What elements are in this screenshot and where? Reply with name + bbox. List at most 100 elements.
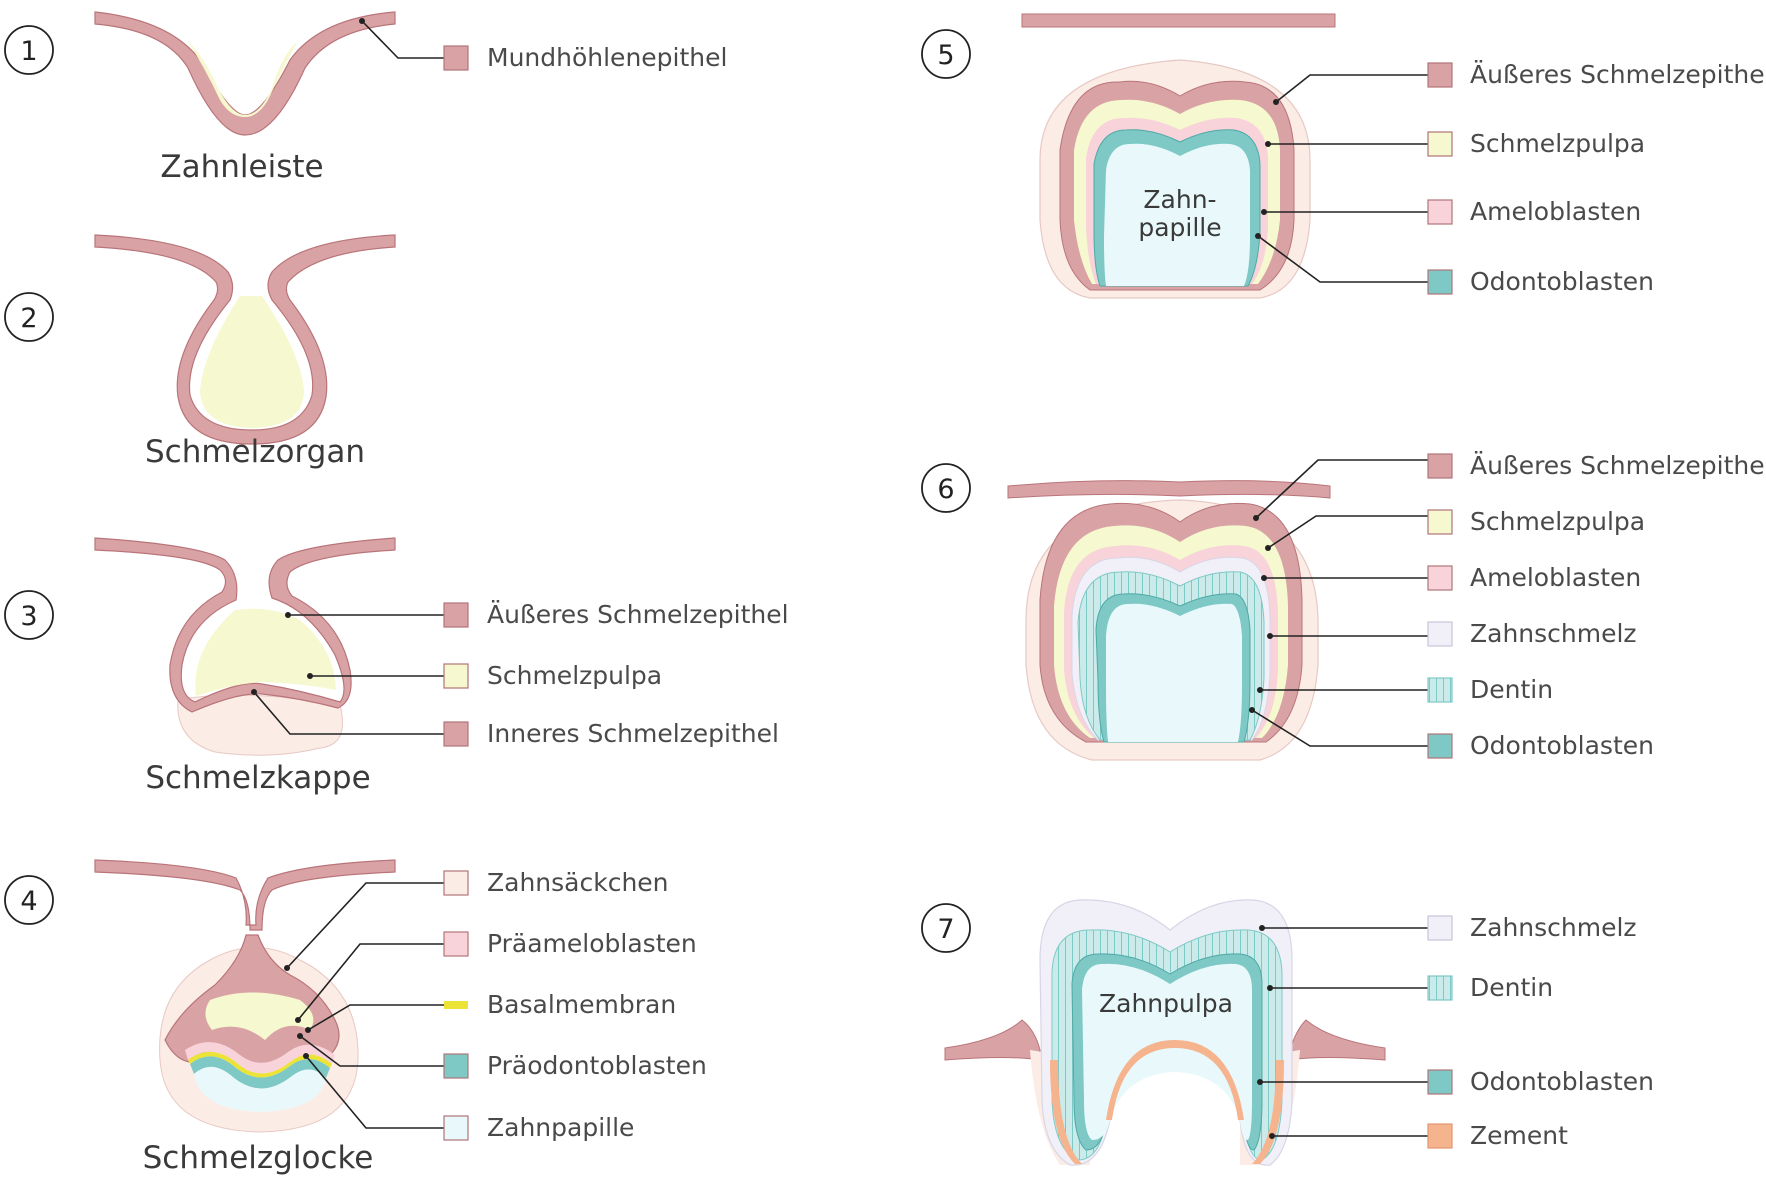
leader-dot bbox=[251, 689, 257, 695]
leader-dot bbox=[1261, 209, 1267, 215]
stage-title: Zahnleiste bbox=[160, 149, 323, 185]
enamel-organ-drawing bbox=[94, 234, 396, 445]
crown-stage-6-drawing bbox=[1007, 480, 1331, 761]
leader-line bbox=[305, 1055, 444, 1129]
erupted-tooth-drawing bbox=[944, 899, 1386, 1166]
leader-line bbox=[1255, 459, 1428, 519]
legend-label: Schmelzpulpa bbox=[1470, 129, 1645, 158]
stage-2: 2 Schmelzorgan bbox=[4, 234, 396, 470]
legend-swatch bbox=[443, 1115, 469, 1141]
leader-dot bbox=[1257, 687, 1263, 693]
legend-swatch bbox=[1427, 975, 1453, 1001]
stage-7: 7 Zahnpulpa Zahnschmelz Dentin Odontobla… bbox=[921, 899, 1654, 1166]
legend-swatch bbox=[443, 663, 469, 689]
enamel-bell-drawing bbox=[94, 859, 396, 1133]
stage-number: 7 bbox=[937, 914, 954, 945]
stage-1: 1 Mundhöhlenepithel Zahnleiste bbox=[4, 11, 727, 185]
leader-dot bbox=[303, 1053, 309, 1059]
legend-swatch bbox=[1427, 915, 1453, 941]
leader-dot bbox=[1253, 515, 1259, 521]
stage-5: 5 Zahn- papille Äußeres Schmelzepithel S… bbox=[921, 13, 1766, 299]
legend-swatch bbox=[1427, 269, 1453, 295]
legend-label: Dentin bbox=[1470, 675, 1553, 704]
stage-number-circle bbox=[4, 875, 54, 925]
stage-3: 3 Äußeres Schmelzepithel Schmelzpulpa In… bbox=[4, 537, 789, 796]
leader-dot bbox=[1265, 545, 1271, 551]
leader-line bbox=[307, 1004, 444, 1031]
leader-line bbox=[361, 20, 444, 59]
inner-label: Zahnpulpa bbox=[1099, 989, 1233, 1018]
leader-dot bbox=[1273, 99, 1279, 105]
leader-dot bbox=[307, 673, 313, 679]
legend-label: Zahnsäckchen bbox=[487, 868, 669, 897]
leader-line bbox=[299, 1035, 444, 1067]
leader-dot bbox=[295, 1017, 301, 1023]
legend-label: Präodontoblasten bbox=[487, 1051, 707, 1080]
legend-label: Äußeres Schmelzepithel bbox=[487, 600, 789, 629]
leader-dot bbox=[1249, 707, 1255, 713]
stage-number: 5 bbox=[937, 40, 954, 71]
legend-swatch bbox=[1427, 62, 1453, 88]
enamel-cap-drawing bbox=[94, 537, 396, 756]
stage-6: 6 Äußeres Schmelzepithel Schmelzpulpa Am bbox=[921, 451, 1766, 761]
dental-lamina-drawing bbox=[94, 11, 396, 136]
legend-label: Odontoblasten bbox=[1470, 731, 1654, 760]
leader-dot bbox=[1269, 1133, 1275, 1139]
leader-line bbox=[1257, 235, 1428, 283]
legend-label: Zement bbox=[1470, 1121, 1568, 1150]
leader-line bbox=[1275, 74, 1428, 103]
legend-label: Ameloblasten bbox=[1470, 197, 1641, 226]
leader-dot bbox=[305, 1027, 311, 1033]
legend-label: Inneres Schmelzepithel bbox=[487, 719, 779, 748]
leader-dot bbox=[1267, 633, 1273, 639]
stage-number-circle bbox=[4, 292, 54, 342]
stage-number-circle bbox=[4, 590, 54, 640]
legend-swatch bbox=[444, 1001, 468, 1009]
leader-dot bbox=[1267, 985, 1273, 991]
stage-title: Schmelzorgan bbox=[145, 434, 365, 470]
legend-swatch bbox=[443, 870, 469, 896]
leader-dot bbox=[1261, 575, 1267, 581]
legend-label: Ameloblasten bbox=[1470, 563, 1641, 592]
legend-label: Odontoblasten bbox=[1470, 267, 1654, 296]
legend-label: Zahnpapille bbox=[487, 1113, 634, 1142]
legend-label: Präameloblasten bbox=[487, 929, 697, 958]
stage-title: Schmelzglocke bbox=[143, 1140, 374, 1176]
legend-swatch bbox=[443, 1053, 469, 1079]
leader-line bbox=[286, 882, 444, 969]
legend-label: Basalmembran bbox=[487, 990, 676, 1019]
inner-label: Zahn- bbox=[1143, 185, 1216, 214]
leader-line bbox=[1267, 515, 1428, 549]
legend-label: Odontoblasten bbox=[1470, 1067, 1654, 1096]
leader-dot bbox=[1265, 141, 1271, 147]
legend-label: Äußeres Schmelzepithel bbox=[1470, 60, 1766, 89]
legend-swatch bbox=[1427, 509, 1453, 535]
leader-dot bbox=[1255, 233, 1261, 239]
stage-number: 2 bbox=[20, 303, 37, 334]
legend-swatch bbox=[1427, 131, 1453, 157]
inner-label: papille bbox=[1138, 213, 1221, 242]
legend-swatch bbox=[1427, 453, 1453, 479]
stage-title: Schmelzkappe bbox=[145, 760, 370, 796]
stage-number-circle bbox=[921, 463, 971, 513]
legend-label: Mundhöhlenepithel bbox=[487, 43, 727, 72]
leader-dot bbox=[359, 18, 365, 24]
legend-swatch bbox=[1427, 1123, 1453, 1149]
legend-swatch bbox=[443, 931, 469, 957]
stage-number: 4 bbox=[20, 886, 37, 917]
crown-stage-5-drawing bbox=[1021, 13, 1336, 299]
legend-label: Äußeres Schmelzepithel bbox=[1470, 451, 1766, 480]
legend-label: Zahnschmelz bbox=[1470, 913, 1637, 942]
leader-line bbox=[297, 943, 444, 1021]
legend-label: Schmelzpulpa bbox=[487, 661, 662, 690]
legend-swatch bbox=[1427, 1069, 1453, 1095]
legend-label: Schmelzpulpa bbox=[1470, 507, 1645, 536]
stage-number: 6 bbox=[937, 474, 954, 505]
leader-dot bbox=[285, 612, 291, 618]
leader-line bbox=[253, 691, 444, 735]
legend-swatch bbox=[443, 721, 469, 747]
legend-swatch bbox=[1427, 199, 1453, 225]
legend-label: Zahnschmelz bbox=[1470, 619, 1637, 648]
stage-number: 1 bbox=[20, 36, 37, 67]
leader-line bbox=[1251, 709, 1428, 747]
